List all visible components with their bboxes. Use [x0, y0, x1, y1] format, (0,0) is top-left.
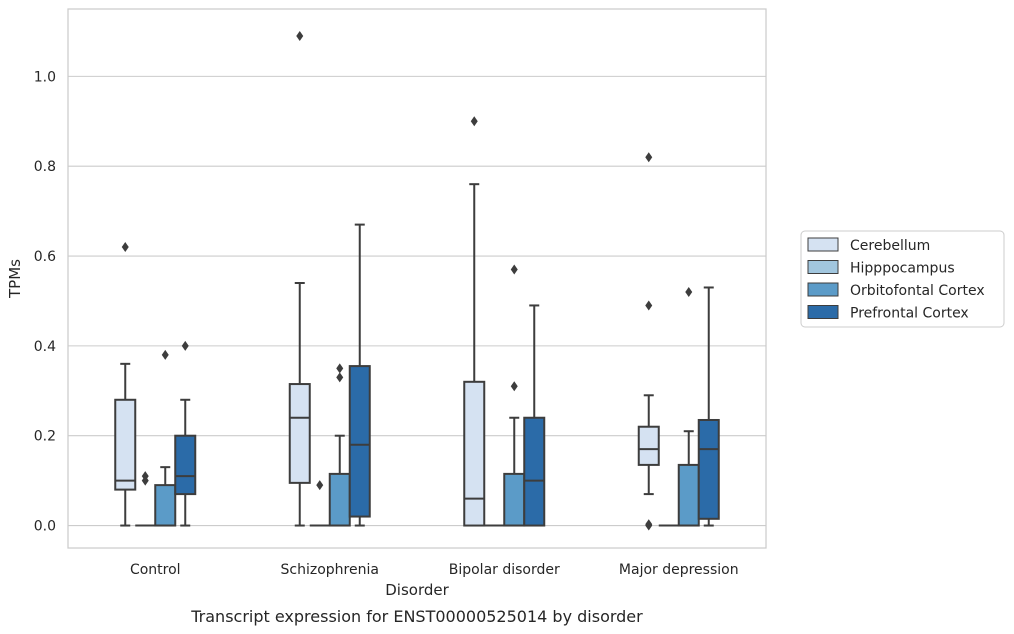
box-prefrontal-cortex-control: [174, 340, 197, 527]
y-axis-title: TPMs: [6, 259, 24, 299]
y-tick-label: 0.8: [34, 159, 56, 175]
figure-caption: Transcript expression for ENST0000052501…: [190, 607, 643, 626]
outlier-point: [645, 152, 653, 163]
box-prefrontal-cortex-schizophrenia: [348, 223, 371, 527]
outlier-point: [316, 480, 324, 491]
box-orbitofontal-cortex-schizophrenia: [328, 363, 351, 527]
iqr-box: [637, 425, 660, 466]
box-cerebellum-schizophrenia: [288, 30, 311, 527]
box-hipppocampus-control: [135, 471, 156, 527]
box-orbitofontal-cortex-major-depression: [677, 286, 700, 527]
outlier-point: [336, 363, 344, 374]
iqr-box: [677, 463, 700, 527]
box-orbitofontal-cortex-control: [154, 349, 177, 527]
legend-item: Orbitofontal Cortex: [807, 282, 985, 299]
x-tick-label: Control: [130, 562, 181, 578]
box-plot-marks: [114, 30, 720, 531]
y-tick-label: 1.0: [34, 69, 56, 85]
legend-item: Hipppocampus: [807, 260, 955, 277]
outlier-point: [510, 381, 518, 392]
iqr-box: [174, 434, 197, 496]
box-prefrontal-cortex-major-depression: [697, 286, 720, 527]
box-cerebellum-control: [114, 242, 137, 527]
outlier-point: [685, 286, 693, 297]
legend-label: Cerebellum: [850, 238, 930, 254]
iqr-box: [114, 398, 137, 491]
iqr-box: [503, 472, 526, 527]
iqr-box: [463, 380, 486, 527]
legend-item: Prefrontal Cortex: [807, 305, 969, 322]
outlier-point: [510, 264, 518, 275]
legend-swatch: [807, 237, 839, 252]
x-axis-title: Disorder: [385, 581, 449, 599]
iqr-box: [328, 472, 351, 527]
outlier-point: [336, 372, 344, 383]
legend-swatch: [807, 282, 839, 297]
box-orbitofontal-cortex-bipolar-disorder: [503, 264, 526, 527]
iqr-box: [348, 365, 371, 518]
legend-frame: [800, 230, 1005, 328]
iqr-box: [523, 416, 546, 527]
y-axis-ticks: 0.0 0.2 0.4 0.6 0.8 1.0: [34, 69, 56, 534]
iqr-box: [154, 484, 177, 527]
y-tick-label: 0.2: [34, 429, 56, 445]
x-tick-label: Major depression: [619, 562, 739, 578]
x-tick-label: Bipolar disorder: [449, 562, 560, 578]
legend: Cerebellum Hipppocampus Orbitofontal Corte…: [800, 230, 1005, 328]
box-cerebellum-major-depression: [637, 152, 660, 531]
legend-label: Prefrontal Cortex: [850, 306, 969, 322]
outlier-point: [181, 340, 189, 351]
x-axis-ticks: Control Schizophrenia Bipolar disorder Majo…: [130, 562, 739, 578]
outlier-point: [141, 471, 149, 482]
outlier-point: [470, 116, 478, 127]
box-cerebellum-bipolar-disorder: [463, 116, 486, 527]
legend-label: Orbitofontal Cortex: [850, 283, 985, 299]
y-tick-label: 0.4: [34, 339, 56, 355]
box-hipppocampus-schizophrenia: [309, 480, 330, 527]
x-tick-label: Schizophrenia: [281, 562, 379, 578]
y-tick-label: 0.0: [34, 519, 56, 535]
iqr-box: [697, 418, 720, 520]
grid-lines: [68, 75, 766, 527]
box-prefrontal-cortex-bipolar-disorder: [523, 304, 546, 527]
legend-swatch: [807, 260, 839, 274]
outlier-point: [121, 242, 129, 253]
iqr-box: [288, 383, 311, 484]
outlier-point: [645, 300, 653, 311]
outlier-point: [296, 30, 304, 41]
outlier-point: [645, 519, 653, 530]
y-tick-label: 0.6: [34, 249, 56, 265]
legend-label: Hipppocampus: [850, 261, 955, 277]
outlier-point: [161, 349, 169, 360]
legend-item: Cerebellum: [807, 237, 930, 254]
plot-area-frame: [67, 8, 767, 549]
legend-swatch: [807, 305, 839, 319]
